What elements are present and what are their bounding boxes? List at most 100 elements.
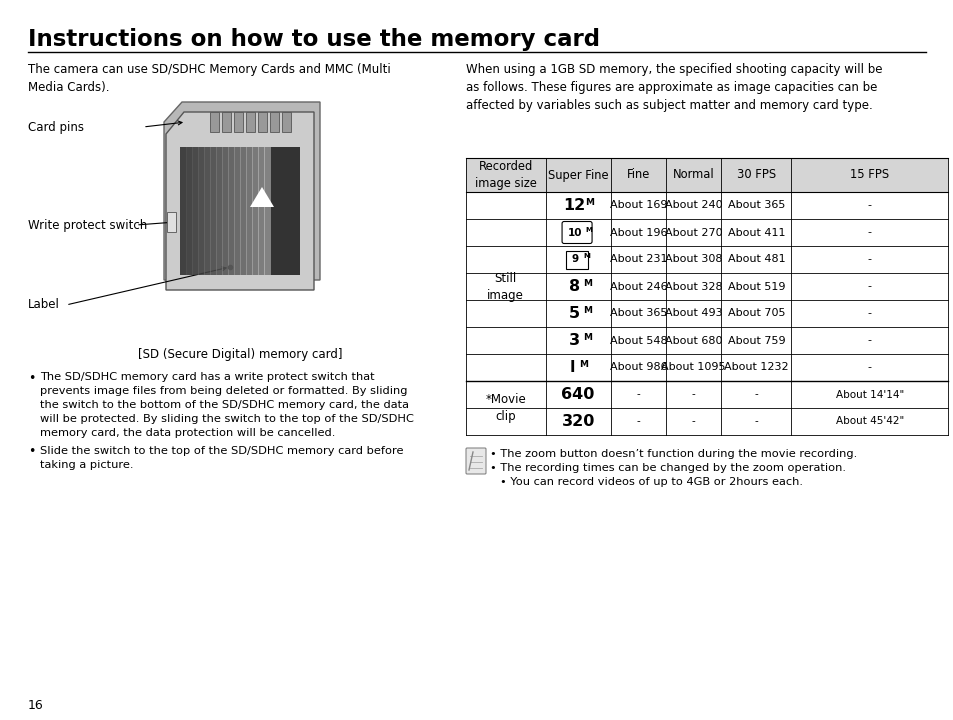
Text: About 481: About 481: [727, 254, 784, 264]
Text: M: M: [582, 279, 592, 288]
Text: About 231: About 231: [609, 254, 666, 264]
Text: 5: 5: [568, 306, 579, 321]
Text: 8: 8: [568, 279, 579, 294]
Text: -: -: [636, 390, 639, 400]
Text: About 705: About 705: [727, 308, 784, 318]
Text: Normal: Normal: [672, 168, 714, 181]
Text: Write protect switch: Write protect switch: [28, 218, 147, 232]
Text: About 308: About 308: [664, 254, 721, 264]
Text: Label: Label: [28, 299, 60, 312]
Text: About 680: About 680: [664, 336, 721, 346]
Text: *Movie
clip: *Movie clip: [485, 393, 526, 423]
Text: About 548: About 548: [609, 336, 666, 346]
Text: About 45'42": About 45'42": [835, 416, 902, 426]
Text: l: l: [569, 360, 575, 375]
Text: M: M: [584, 198, 594, 207]
Text: Recorded
image size: Recorded image size: [475, 161, 537, 189]
Text: -: -: [867, 282, 871, 292]
Text: About 169: About 169: [609, 200, 666, 210]
Text: About 365: About 365: [727, 200, 784, 210]
FancyBboxPatch shape: [561, 222, 592, 243]
Text: 640: 640: [560, 387, 594, 402]
Text: -: -: [867, 308, 871, 318]
Bar: [240, 147, 247, 275]
Text: Card pins: Card pins: [28, 120, 84, 133]
FancyBboxPatch shape: [465, 448, 485, 474]
Bar: [228, 147, 235, 275]
Text: M: M: [582, 333, 592, 342]
Text: Super Fine: Super Fine: [547, 168, 608, 181]
Text: -: -: [691, 416, 695, 426]
Text: When using a 1GB SD memory, the specified shooting capacity will be
as follows. : When using a 1GB SD memory, the specifie…: [465, 63, 882, 112]
Text: -: -: [867, 200, 871, 210]
Text: 9: 9: [571, 254, 578, 264]
Polygon shape: [166, 112, 314, 290]
Bar: [180, 147, 187, 275]
Bar: [246, 147, 253, 275]
Text: -: -: [691, 390, 695, 400]
Text: 3: 3: [568, 333, 579, 348]
Bar: [204, 147, 211, 275]
Bar: [257, 112, 267, 132]
Bar: [198, 147, 205, 275]
Text: The SD/SDHC memory card has a write protect switch that
prevents image files fro: The SD/SDHC memory card has a write prot…: [40, 372, 414, 438]
Bar: [180, 147, 299, 275]
Text: About 240: About 240: [664, 200, 721, 210]
Text: • You can record videos of up to 4GB or 2hours each.: • You can record videos of up to 4GB or …: [499, 477, 802, 487]
Text: Slide the switch to the top of the SD/SDHC memory card before
taking a picture.: Slide the switch to the top of the SD/SD…: [40, 446, 403, 469]
Text: 16: 16: [28, 699, 44, 712]
Text: About 1232: About 1232: [723, 362, 788, 372]
Text: 320: 320: [560, 414, 594, 429]
Text: The camera can use SD/SDHC Memory Cards and MMC (Multi
Media Cards).: The camera can use SD/SDHC Memory Cards …: [28, 63, 391, 94]
Text: About 759: About 759: [727, 336, 784, 346]
Bar: [233, 112, 243, 132]
Text: About 411: About 411: [727, 228, 784, 238]
Bar: [222, 112, 231, 132]
Text: About 493: About 493: [664, 308, 721, 318]
Text: -: -: [867, 228, 871, 238]
Text: M: M: [578, 360, 587, 369]
Bar: [167, 212, 175, 232]
Text: [SD (Secure Digital) memory card]: [SD (Secure Digital) memory card]: [137, 348, 342, 361]
Text: -: -: [867, 254, 871, 264]
Text: M: M: [582, 306, 592, 315]
Bar: [252, 147, 259, 275]
Text: -: -: [636, 416, 639, 426]
Text: •: •: [28, 372, 35, 385]
Text: About 328: About 328: [664, 282, 721, 292]
Text: M: M: [584, 227, 591, 233]
Bar: [186, 147, 193, 275]
Bar: [233, 147, 241, 275]
Bar: [210, 147, 217, 275]
Text: 10: 10: [567, 228, 581, 238]
Text: • The zoom button doesn’t function during the movie recording.: • The zoom button doesn’t function durin…: [490, 449, 857, 459]
Bar: [264, 147, 271, 275]
Bar: [192, 147, 199, 275]
Text: •: •: [28, 446, 35, 459]
Text: About 519: About 519: [727, 282, 784, 292]
Text: M: M: [582, 253, 589, 259]
Bar: [246, 112, 254, 132]
Polygon shape: [250, 187, 274, 207]
Bar: [565, 251, 587, 269]
Text: Instructions on how to use the memory card: Instructions on how to use the memory ca…: [28, 28, 599, 51]
Text: Still
image: Still image: [487, 271, 523, 302]
Text: About 246: About 246: [609, 282, 666, 292]
Text: 15 FPS: 15 FPS: [849, 168, 888, 181]
Text: -: -: [754, 390, 758, 400]
Text: About 270: About 270: [664, 228, 721, 238]
Bar: [257, 147, 265, 275]
Bar: [465, 158, 947, 192]
Text: 30 FPS: 30 FPS: [736, 168, 775, 181]
Bar: [282, 112, 291, 132]
Polygon shape: [164, 102, 319, 280]
Text: About 14'14": About 14'14": [835, 390, 902, 400]
Text: About 196: About 196: [609, 228, 666, 238]
Text: • The recording times can be changed by the zoom operation.: • The recording times can be changed by …: [490, 463, 845, 473]
Text: About 986: About 986: [609, 362, 666, 372]
Text: Fine: Fine: [626, 168, 649, 181]
Bar: [222, 147, 229, 275]
Bar: [270, 112, 278, 132]
Text: About 365: About 365: [609, 308, 666, 318]
Text: -: -: [867, 362, 871, 372]
